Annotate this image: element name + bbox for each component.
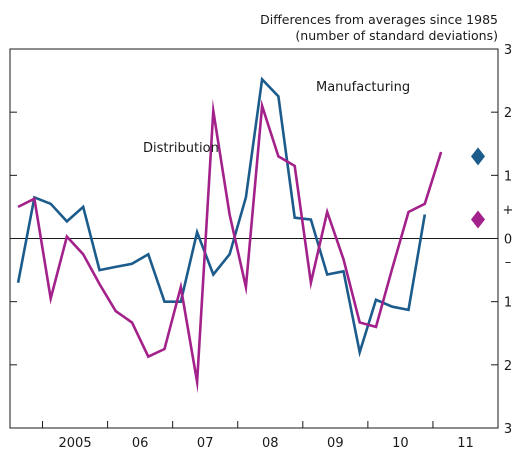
x-tick-label: 08 <box>262 436 279 450</box>
subtitle-line-1: Differences from averages since 1985 <box>260 12 498 27</box>
x-tick-label: 2005 <box>59 436 92 450</box>
series-label-manufacturing: Manufacturing <box>316 80 410 95</box>
subtitle-line-2: (number of standard deviations) <box>295 28 498 43</box>
plus-sign-label: + <box>503 203 514 218</box>
x-tick-label: 07 <box>197 436 214 450</box>
series-line-manufacturing <box>16 76 427 358</box>
latest-marker-manufacturing <box>471 147 485 166</box>
x-tick-label: 06 <box>132 436 149 450</box>
y-tick-label: 1 <box>504 296 512 311</box>
y-ticks-left <box>10 48 17 429</box>
y-tick-label: 2 <box>504 106 512 121</box>
y-tick-label: 3 <box>504 422 512 437</box>
series-lines <box>16 76 443 394</box>
y-tick-labels: 3 2 1 0 1 2 3 <box>504 43 512 437</box>
x-ticks <box>42 421 499 428</box>
y-tick-label: 3 <box>504 43 512 58</box>
series-line-distribution <box>17 98 443 394</box>
x-tick-label: 10 <box>392 436 409 450</box>
latest-markers <box>471 147 485 229</box>
x-tick-label: 11 <box>457 436 474 450</box>
minus-sign-label: – <box>505 255 512 270</box>
y-tick-label: 1 <box>504 169 512 184</box>
y-ticks-right <box>491 48 498 429</box>
x-tick-labels: 2005 06 07 08 09 10 11 <box>59 436 474 450</box>
latest-marker-distribution <box>471 210 485 229</box>
x-tick-label: 09 <box>327 436 344 450</box>
y-tick-label: 2 <box>504 359 512 374</box>
series-label-distribution: Distribution <box>143 141 219 156</box>
y-tick-label: 0 <box>504 233 512 248</box>
